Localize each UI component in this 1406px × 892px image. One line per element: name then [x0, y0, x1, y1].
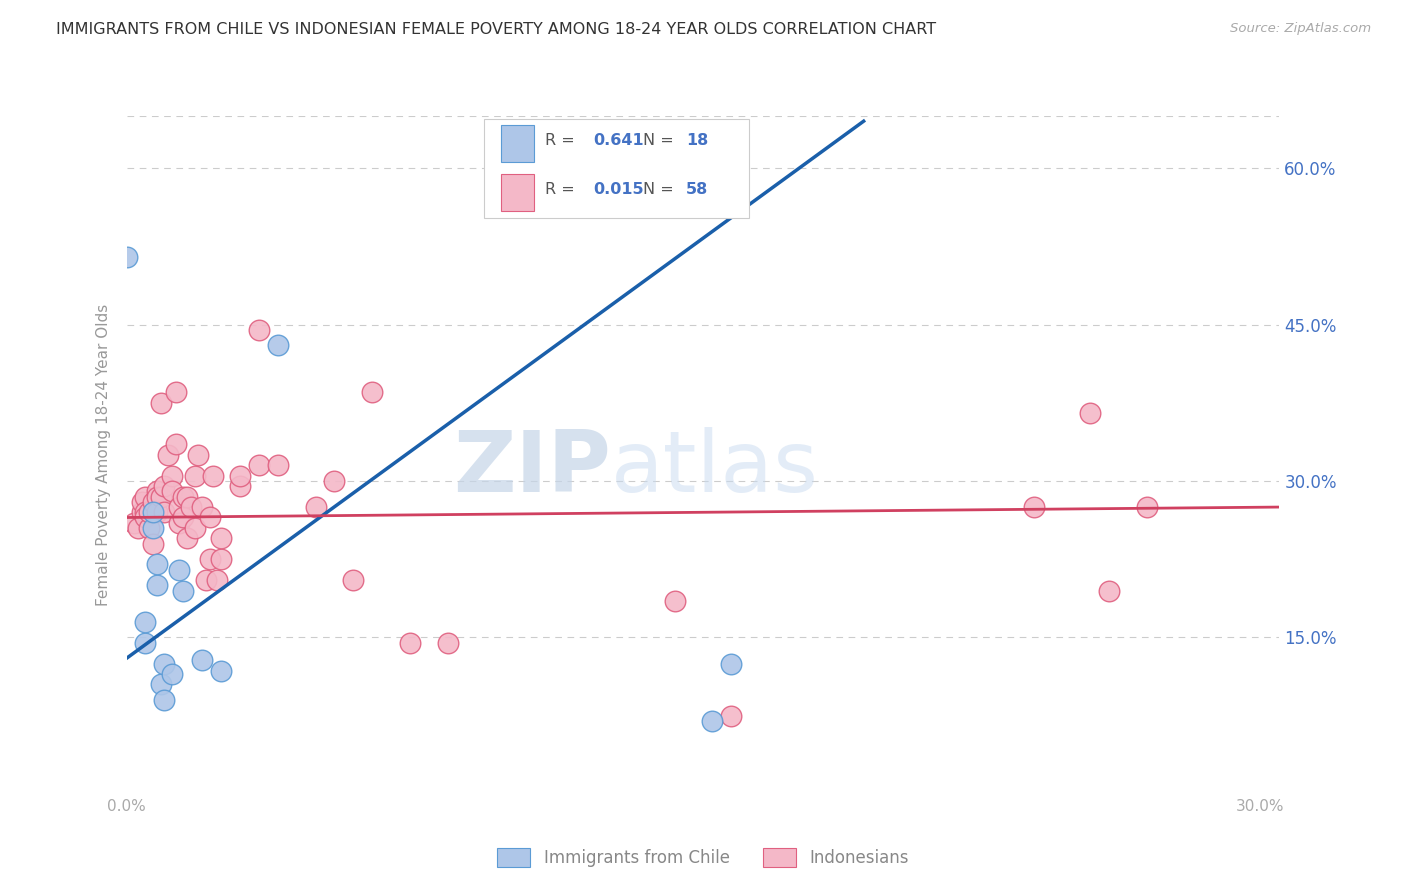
Point [131, 495, 153, 509]
Point [1080, 406, 1102, 420]
Point [172, 510, 194, 524]
Point [165, 437, 187, 451]
Text: R =: R = [546, 182, 579, 197]
Point [172, 490, 194, 504]
Text: N =: N = [643, 182, 679, 197]
Point [209, 664, 232, 678]
Text: N =: N = [643, 133, 679, 148]
Y-axis label: Female Poverty Among 18-24 Year Olds: Female Poverty Among 18-24 Year Olds [96, 304, 111, 606]
Point [267, 458, 290, 473]
Point [207, 573, 229, 587]
Point [131, 505, 153, 519]
Point [229, 479, 252, 493]
Point [702, 714, 724, 728]
Point [153, 479, 176, 493]
Point [146, 558, 169, 572]
Point [209, 552, 232, 566]
Point [115, 250, 138, 264]
Point [720, 657, 742, 671]
Point [187, 448, 209, 462]
Point [191, 653, 214, 667]
Point [134, 490, 156, 504]
Point [198, 552, 221, 566]
Point [323, 474, 346, 488]
Point [361, 385, 384, 400]
Point [342, 573, 364, 587]
Point [664, 594, 686, 608]
Point [127, 521, 149, 535]
Point [229, 468, 252, 483]
Point [194, 573, 217, 587]
Point [247, 323, 270, 337]
Point [146, 484, 169, 499]
Point [191, 500, 214, 514]
Point [122, 516, 145, 530]
Point [304, 500, 326, 514]
Point [247, 458, 270, 473]
Text: Source: ZipAtlas.com: Source: ZipAtlas.com [1230, 22, 1371, 36]
Text: 0.641: 0.641 [593, 133, 644, 148]
FancyBboxPatch shape [501, 125, 533, 162]
Point [176, 532, 198, 546]
Point [172, 583, 194, 598]
Point [437, 635, 460, 649]
Point [160, 667, 183, 681]
Point [157, 448, 180, 462]
Point [149, 677, 172, 691]
Point [142, 536, 165, 550]
Point [138, 521, 160, 535]
Point [142, 505, 165, 519]
Point [149, 396, 172, 410]
Point [267, 338, 290, 352]
Point [198, 510, 221, 524]
Point [146, 490, 169, 504]
Point [134, 510, 156, 524]
Point [399, 635, 422, 649]
Text: 18: 18 [686, 133, 709, 148]
Point [169, 563, 191, 577]
Point [183, 468, 205, 483]
Point [153, 693, 176, 707]
Point [134, 615, 156, 629]
Text: IMMIGRANTS FROM CHILE VS INDONESIAN FEMALE POVERTY AMONG 18-24 YEAR OLDS CORRELA: IMMIGRANTS FROM CHILE VS INDONESIAN FEMA… [56, 22, 936, 37]
Point [176, 490, 198, 504]
Point [1098, 583, 1121, 598]
Point [165, 385, 187, 400]
Point [142, 495, 165, 509]
Point [134, 505, 156, 519]
Text: 0.015: 0.015 [593, 182, 644, 197]
Point [169, 500, 191, 514]
Point [146, 578, 169, 592]
Legend: Immigrants from Chile, Indonesians: Immigrants from Chile, Indonesians [491, 841, 915, 873]
Point [1136, 500, 1159, 514]
Point [180, 500, 202, 514]
Point [720, 708, 742, 723]
Point [153, 505, 176, 519]
Point [138, 505, 160, 519]
Point [153, 657, 176, 671]
Text: ZIP: ZIP [453, 427, 610, 510]
Text: 58: 58 [686, 182, 709, 197]
FancyBboxPatch shape [484, 120, 749, 218]
Point [183, 521, 205, 535]
FancyBboxPatch shape [501, 174, 533, 211]
Point [160, 468, 183, 483]
Point [209, 532, 232, 546]
Point [1022, 500, 1045, 514]
Point [169, 516, 191, 530]
Point [146, 505, 169, 519]
Point [160, 484, 183, 499]
Point [149, 490, 172, 504]
Point [142, 521, 165, 535]
Text: R =: R = [546, 133, 579, 148]
Text: atlas: atlas [610, 427, 818, 510]
Point [134, 635, 156, 649]
Point [202, 468, 225, 483]
